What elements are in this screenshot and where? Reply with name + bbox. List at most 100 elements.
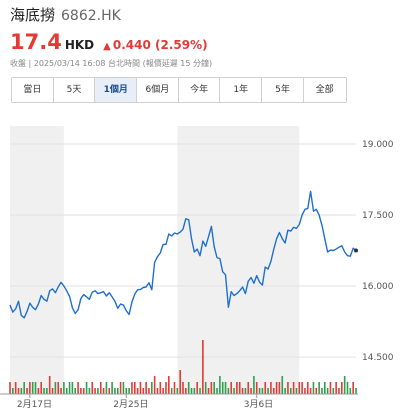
volume-bar [238, 382, 241, 394]
volume-bar [253, 376, 255, 394]
volume-bar [236, 382, 238, 394]
volume-bar [136, 388, 139, 394]
range-tab-7[interactable]: 全部 [303, 78, 346, 102]
volume-bar [216, 388, 218, 394]
volume-bar [17, 388, 20, 394]
volume-bar [114, 388, 116, 394]
volume-bar [60, 388, 62, 394]
background-band [177, 126, 300, 394]
volume-bar [210, 382, 213, 394]
volume-bar [190, 388, 193, 394]
volume-bar [346, 382, 349, 394]
volume-bar [133, 382, 136, 394]
volume-bar [324, 382, 326, 394]
volume-bar [275, 382, 278, 394]
volume-bar [128, 388, 130, 394]
last-price-dot [354, 248, 358, 253]
volume-bar [151, 382, 153, 394]
volume-bar [99, 382, 102, 394]
range-tab-0[interactable]: 當日 [12, 78, 54, 102]
volume-bar [159, 382, 162, 394]
volume-bar [88, 388, 91, 394]
volume-bar [26, 388, 28, 394]
volume-bar [131, 382, 133, 394]
volume-bar [318, 382, 320, 394]
volume-bar [352, 382, 354, 394]
range-tab-4[interactable]: 今年 [178, 78, 221, 102]
volume-bar [108, 388, 111, 394]
price-chart: 19.000 17.500 16.000 14.500 2月17日 2月25日 3月6日 [0, 126, 394, 410]
volume-bar [187, 382, 190, 394]
volume-bar [63, 382, 65, 394]
volume-bar [281, 376, 284, 394]
volume-bar [74, 388, 77, 394]
volume-bar [102, 388, 105, 394]
volume-bar [148, 388, 150, 394]
price-row: 17.4 HKD ▲ 0.440 (2.59%) [10, 30, 405, 54]
y-tick-label: 16.000 [362, 282, 394, 292]
volume-bar [12, 388, 14, 394]
range-tab-6[interactable]: 5年 [262, 78, 304, 102]
background-band [10, 126, 64, 394]
volume-bar [185, 388, 187, 394]
volume-bar [341, 382, 343, 394]
volume-bar [270, 382, 272, 394]
volume-bar [91, 382, 94, 394]
volume-bar [40, 382, 42, 394]
volume-bar [82, 388, 85, 394]
volume-bar [20, 388, 23, 394]
range-tab-2[interactable]: 1個月 [95, 78, 138, 102]
volume-bar [156, 388, 159, 394]
time-range-tabs: 當日 5天 1個月 6個月 今年 1年 5年 全部 [11, 77, 347, 103]
volume-bar [204, 382, 207, 394]
volume-bar [170, 388, 173, 394]
volume-bar [145, 382, 147, 394]
volume-bar [196, 382, 198, 394]
volume-bar [111, 382, 113, 394]
volume-bar [14, 382, 17, 394]
volume-bar [29, 382, 31, 394]
price-change: ▲ 0.440 (2.59%) [103, 38, 207, 52]
volume-bar [301, 382, 303, 394]
range-tab-3[interactable]: 6個月 [137, 78, 179, 102]
volume-bar [326, 388, 329, 394]
volume-bar [46, 388, 48, 394]
currency-label: HKD [64, 38, 95, 52]
volume-bar [68, 382, 71, 394]
y-tick-label: 14.500 [362, 353, 394, 363]
volume-bar [213, 382, 215, 394]
price-line [9, 190, 357, 319]
volume-bar [321, 388, 323, 394]
range-tab-1[interactable]: 5天 [53, 78, 96, 102]
volume-bar [315, 388, 318, 394]
volume-bar [207, 388, 210, 394]
volume-bar [105, 382, 108, 394]
volume-bar [43, 388, 45, 394]
volume-bar [173, 382, 176, 394]
volume-bar [306, 382, 309, 394]
volume-bar [312, 382, 315, 394]
company-name: 海底撈 [10, 6, 56, 24]
volume-bar [142, 388, 145, 394]
volume-bar [57, 382, 60, 394]
volume-bar [284, 388, 286, 394]
price-change-value: 0.440 (2.59%) [112, 38, 208, 52]
y-tick-label: 19.000 [362, 140, 394, 150]
volume-bar [221, 382, 224, 394]
volume-bar [168, 376, 170, 394]
volume-bar [77, 382, 79, 394]
volume-bar [116, 388, 119, 394]
volume-bar [139, 382, 142, 394]
range-tab-5[interactable]: 1年 [220, 78, 263, 102]
ticker-symbol: 6862.HK [61, 8, 121, 24]
x-tick-label: 3月6日 [244, 399, 273, 410]
volume-bar [153, 376, 156, 394]
volume-bar [34, 382, 37, 394]
volume-bar [162, 388, 164, 394]
volume-bar [176, 388, 179, 394]
volume-bar [244, 388, 247, 394]
volume-bar [37, 388, 40, 394]
volume-bar [258, 388, 261, 394]
volume-bar [332, 388, 335, 394]
x-tick-label: 2月17日 [17, 399, 52, 410]
